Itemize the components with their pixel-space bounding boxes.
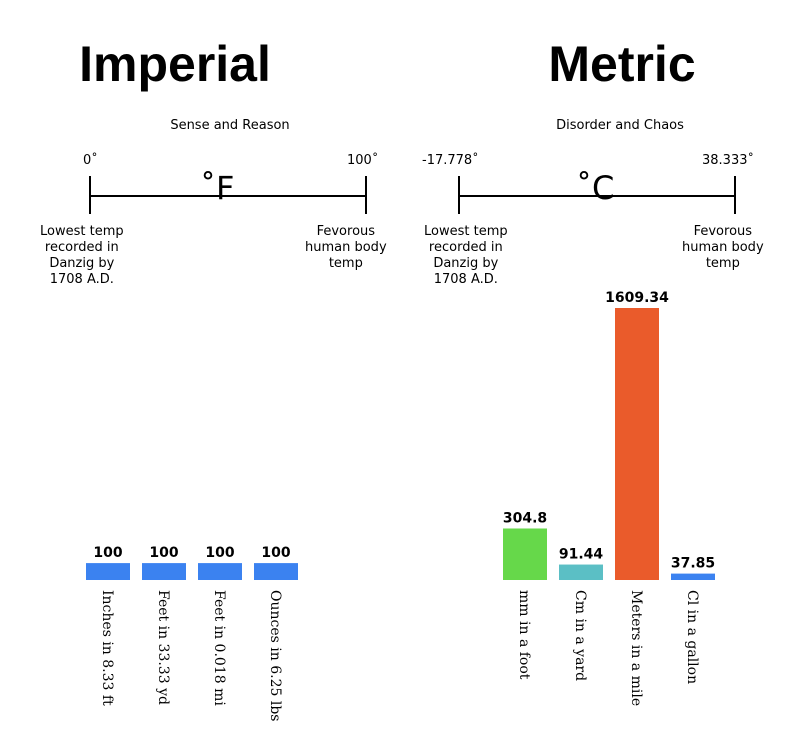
bar-value-label: 100 [149, 545, 178, 561]
fahrenheit-max-tick [365, 176, 367, 214]
category-label: Cl in a gallon [684, 590, 700, 684]
celsius-max-label: 38.333˚ [702, 153, 754, 168]
bar-2 [559, 564, 603, 580]
category-label: mm in a foot [516, 590, 532, 680]
celsius-unit-label: ˚C [576, 169, 615, 207]
imperial-panel: Imperial Sense and Reason 0˚ 100˚ ˚F Low… [40, 36, 387, 721]
bar-1 [86, 563, 130, 580]
bar-value-label: 1609.34 [605, 290, 669, 306]
bar-value-label: 100 [205, 545, 234, 561]
fahrenheit-min-label: 0˚ [83, 153, 98, 168]
category-label: Inches in 8.33 ft [99, 590, 115, 706]
imperial-bar-chart: 100 Inches in 8.33 ft 100 Feet in 33.33 yd 1… [86, 545, 298, 721]
bar-value-label: 37.85 [671, 556, 715, 572]
metric-bar-chart: 304.8 mm in a foot 91.44 Cm in a yard 1609.3… [503, 290, 715, 706]
bar-3 [198, 563, 242, 580]
bar-value-label: 100 [93, 545, 122, 561]
celsius-min-label: -17.778˚ [422, 153, 479, 168]
category-label: Feet in 0.018 mi [211, 590, 227, 706]
fahrenheit-scale-line [90, 195, 367, 197]
metric-panel: Metric Disorder and Chaos -17.778˚ 38.33… [400, 0, 800, 747]
celsius-low-note: Lowest temp recorded in Danzig by 1708 A… [424, 224, 508, 287]
fahrenheit-unit-label: ˚F [200, 169, 235, 207]
bar-2 [142, 563, 186, 580]
category-label: Meters in a mile [628, 590, 644, 706]
fahrenheit-max-label: 100˚ [347, 153, 379, 168]
imperial-title: Imperial [79, 36, 271, 92]
metric-title: Metric [548, 36, 696, 92]
celsius-max-tick [734, 176, 736, 214]
category-label: Feet in 33.33 yd [155, 590, 171, 705]
bar-value-label: 91.44 [559, 547, 604, 563]
bar-1 [503, 528, 547, 580]
fahrenheit-low-note: Lowest temp recorded in Danzig by 1708 A… [40, 224, 124, 287]
metric-subtitle: Disorder and Chaos [556, 118, 684, 133]
celsius-scale-line [459, 195, 736, 197]
category-label: Ounces in 6.25 lbs [267, 590, 283, 721]
bar-value-label: 304.8 [503, 510, 547, 526]
bar-value-label: 100 [261, 545, 290, 561]
imperial-subtitle: Sense and Reason [170, 118, 290, 133]
fahrenheit-high-note: Fevorous human body temp [305, 224, 387, 271]
bar-4 [254, 563, 298, 580]
bar-4 [671, 573, 715, 580]
category-label: Cm in a yard [572, 590, 588, 681]
bar-3 [615, 308, 659, 580]
celsius-high-note: Fevorous human body temp [682, 224, 764, 271]
